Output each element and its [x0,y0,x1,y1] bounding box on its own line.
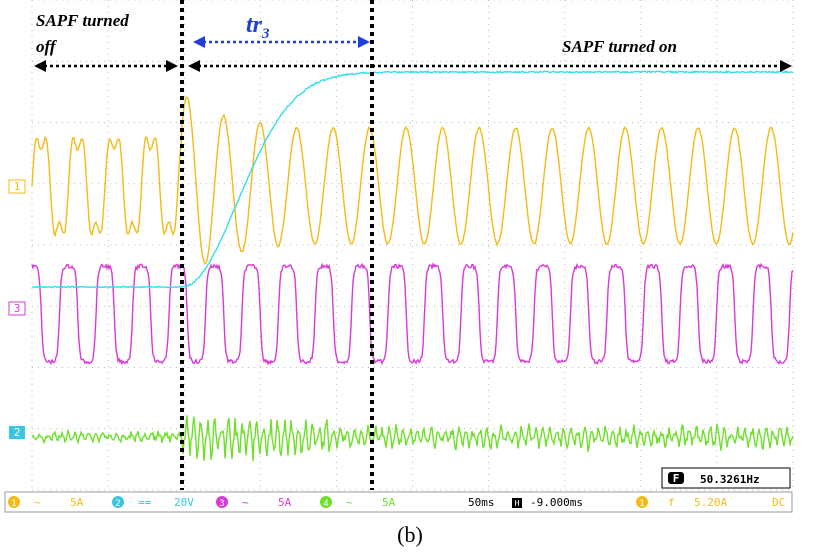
ch-marker: 3 [14,302,21,315]
trace [31,70,794,289]
ch-coupling: == [138,496,152,509]
trigger-coupling: DC [772,496,785,509]
frequency-box: F 50.3261Hz [661,467,791,489]
delay-icon: H [515,499,520,508]
ch-number: 2 [115,499,120,509]
trigger-level: 5.20A [694,496,727,509]
ch-scale: 5A [382,496,396,509]
caption: (b) [397,522,423,547]
ch-scale: 5A [70,496,84,509]
trigger-slope: f [668,496,675,509]
trace [31,96,794,265]
timebase: 50ms [468,496,495,509]
ch-coupling: ~ [346,496,353,509]
trace [31,262,794,366]
ch-coupling: ~ [34,496,41,509]
ch-scale: 20V [174,496,194,509]
off-label: off [36,37,58,56]
channel-markers: 1 3 2 [8,179,26,439]
ch-marker: 2 [14,426,21,439]
ch-badge [8,496,20,508]
on-label: SAPF turned on [562,37,677,56]
arrow-heads [34,36,792,72]
ch-marker: 1 [14,180,21,193]
ch-badge [320,496,332,508]
off-label: SAPF turned [36,11,129,30]
trigger-channel: 1 [639,499,644,509]
ch-number: 4 [323,499,328,509]
ch-badge [216,496,228,508]
tr-main: tr [246,12,263,38]
grid [31,0,794,491]
ch-coupling: ~ [242,496,249,509]
ch-badge [112,496,124,508]
trace [31,415,794,462]
tr-sub: 3 [261,26,270,42]
ch-number: 1 [11,499,16,509]
tr-label: tr3 [246,12,270,42]
ch-scale: 5A [278,496,292,509]
status-bar: 1 ~5A 2 == 20V 3 ~5A 4 ~5A 50ms H -9.000ms 1 f 5… [4,491,793,513]
freq-icon: F [673,472,680,485]
delay: -9.000ms [530,496,583,509]
ch-number: 3 [219,499,224,509]
freq-value: 50.3261Hz [700,473,760,486]
waveforms [31,70,794,462]
